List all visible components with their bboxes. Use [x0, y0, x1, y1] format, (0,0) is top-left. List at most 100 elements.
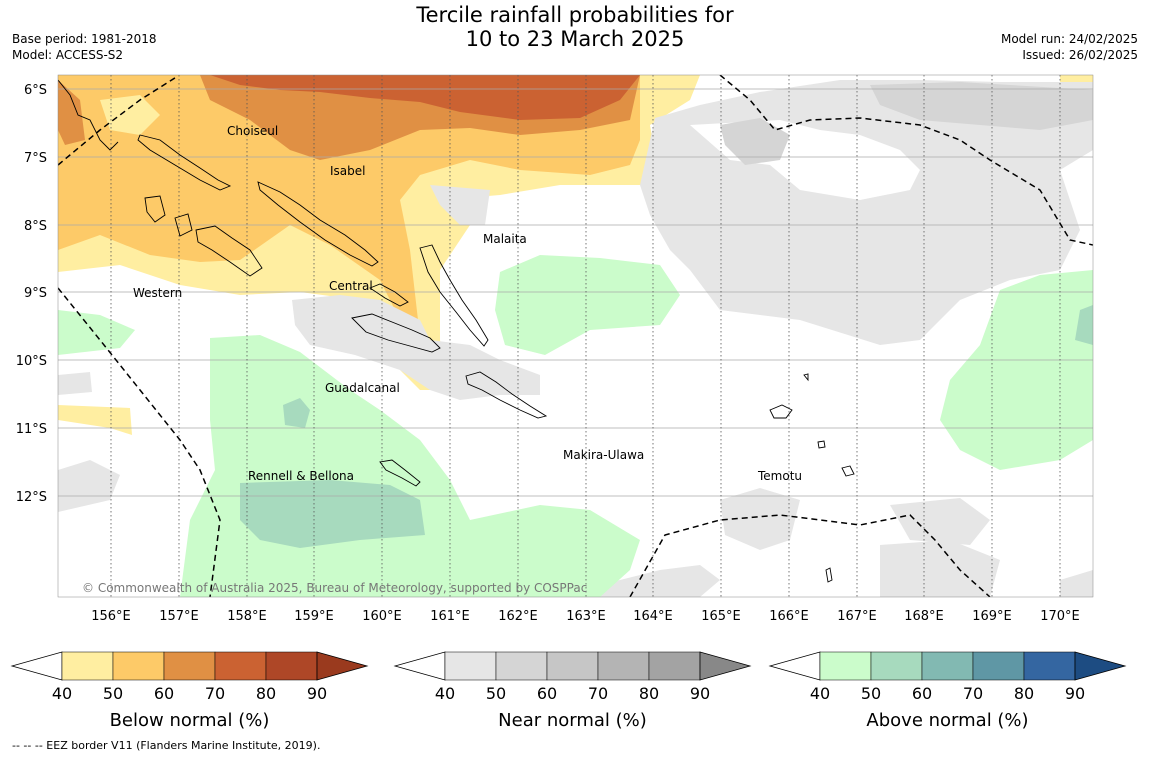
place-label-makira-ulawa: Makira-Ulawa [563, 448, 644, 462]
colorbar-cell [112, 651, 165, 681]
near-normal-40-patch-h [890, 498, 990, 545]
colorbar-2: 40 50 60 70 80 90 Above normal (%) [768, 651, 1127, 731]
map-title: Tercile rainfall probabilities for 10 to… [0, 3, 1150, 51]
title-line-1: Tercile rainfall probabilities for [416, 3, 734, 27]
kolombangara-island [174, 213, 193, 237]
lat-label: 7°S [24, 151, 47, 166]
colorbar-0: 40 50 60 70 80 90 Below normal (%) [10, 651, 369, 731]
colorbar-tick-label: 60 [154, 684, 174, 703]
lat-label: 10°S [16, 354, 47, 369]
guadalcanal-island [351, 313, 441, 353]
above-normal-40-region-west [58, 310, 135, 355]
temotu-islet [841, 465, 855, 477]
rennell-island [379, 459, 421, 487]
lat-axis-labels: 6°S 7°S 8°S 9°S 10°S 11°S 12°S [16, 83, 47, 505]
colorbar-over-triangle [699, 651, 752, 681]
near-normal-40-patch-g [1060, 570, 1093, 597]
below-normal-40-region-south [58, 405, 132, 435]
isabel-island [257, 181, 379, 267]
lon-label: 164°E [633, 609, 673, 624]
lat-label: 9°S [24, 286, 47, 301]
lon-label: 162°E [498, 609, 538, 624]
temotu-islet [825, 567, 833, 583]
colorbar-1: 40 50 60 70 80 90 Near normal (%) [393, 651, 752, 731]
eez-border-line [58, 287, 221, 597]
colorbar-cell [495, 651, 548, 681]
colorbar-over-triangle [316, 651, 369, 681]
province-labels: Choiseul Isabel Malaita Western Central … [133, 124, 802, 483]
near-normal-50-region-east [870, 82, 1093, 130]
colorbar-over-triangle [1074, 651, 1127, 681]
colorbar-cell [921, 651, 974, 681]
above-normal-50-region [240, 480, 425, 548]
colorbar-cell [163, 651, 216, 681]
place-label-western: Western [133, 286, 182, 300]
place-label-central: Central [329, 279, 373, 293]
colorbar-cell [444, 651, 497, 681]
place-label-rennell-bellona: Rennell & Bellona [248, 469, 354, 483]
eez-border-line [719, 75, 1093, 246]
colorbar-cell [870, 651, 923, 681]
bougainville-coast [58, 79, 119, 151]
lon-label: 165°E [701, 609, 741, 624]
lat-label: 8°S [24, 219, 47, 234]
place-label-guadalcanal: Guadalcanal [325, 381, 400, 395]
temotu-islet [803, 373, 809, 382]
lon-label: 158°E [227, 609, 267, 624]
near-normal-40-patch-b [58, 460, 120, 512]
colorbar-tick-label: 40 [52, 684, 72, 703]
lon-label: 169°E [972, 609, 1012, 624]
colorbar-tick-label: 50 [486, 684, 506, 703]
below-normal-50-region [58, 75, 640, 330]
lon-label: 159°E [294, 609, 334, 624]
colorbar-tick-label: 90 [1065, 684, 1085, 703]
above-normal-50-patch-east [1075, 305, 1093, 345]
lat-label: 12°S [16, 490, 47, 505]
colorbars: 40 50 60 70 80 90 Below normal (%) 40 50 60 70 80 90… [10, 651, 1127, 731]
colorbar-tick-label: 80 [1014, 684, 1034, 703]
lon-label: 156°E [91, 609, 131, 624]
near-normal-40-patch-a [430, 185, 490, 225]
colorbar-cell [597, 651, 650, 681]
colorbar-tick-label: 50 [103, 684, 123, 703]
colorbar-under-triangle [393, 651, 446, 681]
lon-label: 163°E [566, 609, 606, 624]
meridians [110, 75, 1061, 597]
temotu-islet [817, 440, 826, 449]
coastlines [58, 79, 855, 583]
eez-border [58, 75, 1093, 597]
model-name: Model: ACCESS-S2 [12, 48, 124, 62]
colorbar-under-triangle [10, 651, 63, 681]
place-label-temotu: Temotu [757, 469, 802, 483]
colorbar-tick-label: 60 [912, 684, 932, 703]
colorbar-tick-label: 70 [205, 684, 225, 703]
colorbar-title: Below normal (%) [110, 710, 270, 731]
colorbar-cell [265, 651, 318, 681]
colorbar-cell [819, 651, 872, 681]
graticule [58, 88, 1093, 497]
nggela-islands [369, 283, 409, 307]
meta-left: Base period: 1981-2018 Model: ACCESS-S2 [12, 31, 157, 63]
colorbar-tick-label: 60 [537, 684, 557, 703]
near-normal-40-patch-d [720, 488, 800, 550]
colorbar-tick-label: 70 [588, 684, 608, 703]
colorbar-title: Near normal (%) [498, 710, 647, 731]
copyright-notice: © Commonwealth of Australia 2025, Bureau… [82, 581, 587, 595]
colorbar-cell [972, 651, 1025, 681]
map-frame [57, 74, 1094, 598]
lon-label: 168°E [904, 609, 944, 624]
colorbar-cell [61, 651, 114, 681]
lat-label: 11°S [16, 422, 47, 437]
colorbar-cell [1023, 651, 1076, 681]
above-normal-40-region-central [495, 255, 680, 355]
below-normal-70-region [210, 75, 640, 120]
choiseul-island [137, 134, 232, 191]
colorbar-tick-label: 80 [256, 684, 276, 703]
colorbar-cell [214, 651, 267, 681]
probability-field [58, 75, 1093, 597]
below-normal-40-patch [100, 95, 160, 135]
new-georgia-island [195, 225, 263, 277]
issued-date: Issued: 26/02/2025 [1022, 48, 1138, 62]
title-line-2: 10 to 23 March 2025 [465, 27, 685, 51]
lon-label: 161°E [430, 609, 470, 624]
